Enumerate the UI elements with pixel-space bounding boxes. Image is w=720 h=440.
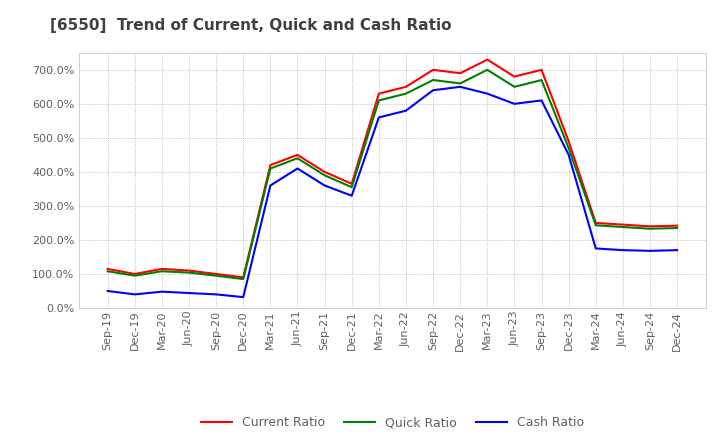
Quick Ratio [646, 226, 654, 231]
Cash Ratio [428, 88, 437, 93]
Cash Ratio [537, 98, 546, 103]
Legend: Current Ratio, Quick Ratio, Cash Ratio: Current Ratio, Quick Ratio, Cash Ratio [196, 411, 589, 434]
Quick Ratio [402, 91, 410, 96]
Current Ratio [618, 222, 627, 227]
Quick Ratio [185, 270, 194, 275]
Quick Ratio [239, 276, 248, 282]
Line: Quick Ratio: Quick Ratio [108, 70, 677, 279]
Cash Ratio [510, 101, 518, 106]
Text: [6550]  Trend of Current, Quick and Cash Ratio: [6550] Trend of Current, Quick and Cash … [50, 18, 452, 33]
Current Ratio [646, 224, 654, 229]
Current Ratio [483, 57, 492, 62]
Quick Ratio [266, 166, 275, 171]
Current Ratio [428, 67, 437, 73]
Current Ratio [158, 266, 166, 271]
Cash Ratio [293, 166, 302, 171]
Current Ratio [130, 271, 139, 277]
Cash Ratio [672, 248, 681, 253]
Cash Ratio [564, 152, 573, 158]
Current Ratio [239, 275, 248, 280]
Current Ratio [672, 223, 681, 228]
Quick Ratio [537, 77, 546, 83]
Cash Ratio [212, 292, 220, 297]
Cash Ratio [185, 290, 194, 296]
Quick Ratio [212, 273, 220, 279]
Cash Ratio [646, 248, 654, 253]
Current Ratio [591, 220, 600, 226]
Line: Cash Ratio: Cash Ratio [108, 87, 677, 297]
Current Ratio [456, 70, 464, 76]
Quick Ratio [483, 67, 492, 73]
Quick Ratio [456, 81, 464, 86]
Cash Ratio [130, 292, 139, 297]
Current Ratio [104, 266, 112, 271]
Current Ratio [266, 162, 275, 168]
Line: Current Ratio: Current Ratio [108, 59, 677, 277]
Cash Ratio [374, 115, 383, 120]
Quick Ratio [130, 273, 139, 279]
Quick Ratio [672, 225, 681, 231]
Cash Ratio [266, 183, 275, 188]
Quick Ratio [510, 84, 518, 89]
Quick Ratio [564, 146, 573, 151]
Current Ratio [402, 84, 410, 89]
Current Ratio [374, 91, 383, 96]
Current Ratio [564, 139, 573, 144]
Cash Ratio [618, 248, 627, 253]
Quick Ratio [158, 268, 166, 274]
Current Ratio [510, 74, 518, 79]
Cash Ratio [483, 91, 492, 96]
Quick Ratio [320, 172, 329, 178]
Quick Ratio [618, 224, 627, 230]
Current Ratio [537, 67, 546, 73]
Cash Ratio [158, 289, 166, 294]
Quick Ratio [293, 156, 302, 161]
Cash Ratio [402, 108, 410, 113]
Quick Ratio [348, 184, 356, 190]
Cash Ratio [348, 193, 356, 198]
Cash Ratio [591, 246, 600, 251]
Current Ratio [212, 271, 220, 277]
Cash Ratio [320, 183, 329, 188]
Quick Ratio [104, 268, 112, 274]
Cash Ratio [239, 294, 248, 300]
Quick Ratio [374, 98, 383, 103]
Current Ratio [320, 169, 329, 175]
Current Ratio [185, 268, 194, 273]
Cash Ratio [104, 288, 112, 293]
Cash Ratio [456, 84, 464, 89]
Quick Ratio [428, 77, 437, 83]
Current Ratio [348, 181, 356, 187]
Current Ratio [293, 152, 302, 158]
Quick Ratio [591, 223, 600, 228]
